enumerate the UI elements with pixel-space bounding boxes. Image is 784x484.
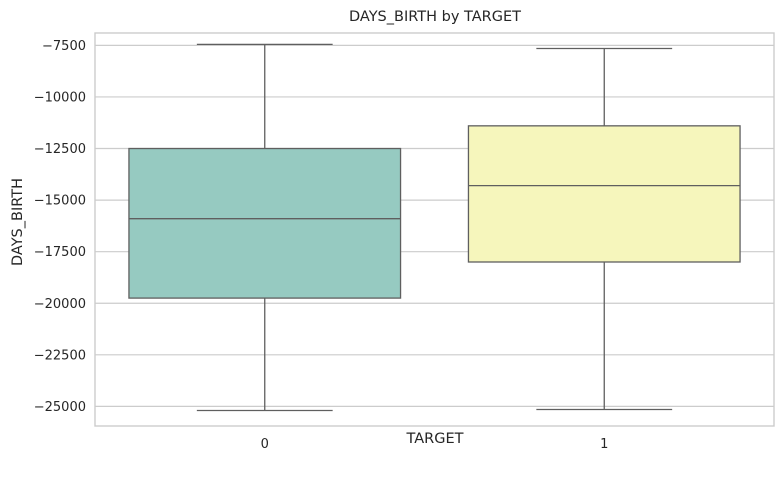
box-1: [467, 47, 741, 411]
y-tick-label: −15000: [34, 194, 86, 209]
y-tick-label: −7500: [42, 39, 86, 54]
x-axis-label: TARGET: [406, 431, 464, 447]
box-0: [128, 43, 402, 412]
y-tick-label: −25000: [34, 400, 86, 415]
y-axis-ticks: −7500 −10000 −12500 −15000 −17500 −20000 −2250…: [34, 39, 86, 415]
x-tick-label: 0: [261, 437, 269, 452]
chart-title: DAYS_BIRTH by TARGET: [349, 9, 521, 25]
y-axis-label: DAYS_BIRTH: [10, 178, 26, 266]
y-tick-label: −20000: [34, 297, 86, 312]
y-tick-label: −10000: [34, 90, 86, 105]
plot-frame: [94, 32, 775, 427]
y-tick-label: −17500: [34, 245, 86, 260]
iqr-box: [128, 147, 402, 299]
iqr-box: [467, 125, 741, 263]
x-tick-label: 1: [600, 437, 608, 452]
y-tick-label: −12500: [34, 142, 86, 157]
boxes: [128, 43, 741, 412]
y-tick-label: −22500: [34, 348, 86, 363]
